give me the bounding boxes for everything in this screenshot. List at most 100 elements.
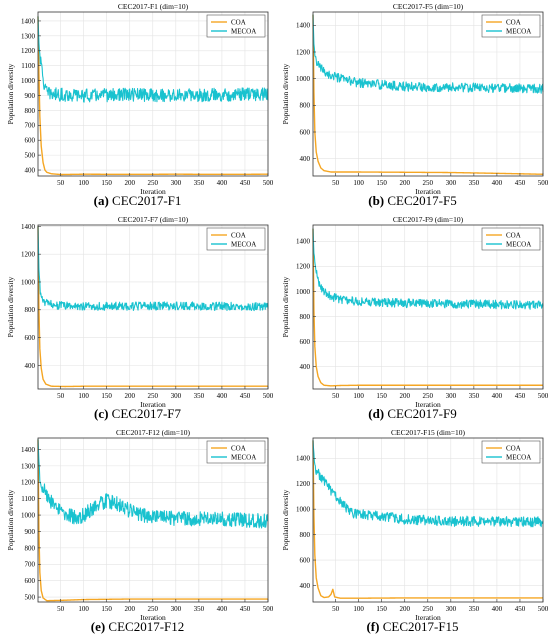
y-tick-label: 800 [25, 306, 36, 314]
y-tick-label: 1400 [21, 223, 36, 231]
y-tick-label: 1000 [296, 75, 311, 83]
series-line-coa [312, 440, 544, 599]
y-tick-label: 1300 [21, 32, 36, 40]
x-axis-label: Iteration [415, 187, 441, 196]
line-chart-f12: 50 100 150 200 250 300 350 400 450 500 500 600 700 80… [6, 428, 274, 622]
x-tick-label: 500 [538, 179, 549, 187]
x-tick-label: 350 [469, 392, 480, 400]
x-tick-label: 500 [263, 605, 274, 613]
x-tick-label: 200 [124, 605, 135, 613]
y-tick-label: 1200 [296, 480, 311, 488]
x-tick-label: 200 [399, 605, 410, 613]
x-tick-label: 100 [353, 392, 364, 400]
x-axis-label: Iteration [415, 613, 441, 622]
y-tick-label: 900 [25, 92, 36, 100]
legend-label-mecoa: MECOA [506, 453, 531, 461]
series-line-coa [312, 228, 544, 387]
series-line-mecoa [312, 14, 544, 94]
y-tick-label: 600 [300, 128, 311, 136]
y-tick-label: 400 [25, 166, 36, 174]
x-tick-label: 500 [263, 179, 274, 187]
y-tick-label: 400 [300, 582, 311, 590]
series-line-mecoa [37, 439, 269, 529]
chart-panel-f12: 50 100 150 200 250 300 350 400 450 500 500 600 700 80… [0, 426, 275, 639]
legend-label-coa: COA [506, 231, 521, 239]
caption-letter: (e) [90, 619, 106, 634]
y-tick-label: 500 [25, 152, 36, 160]
x-tick-label: 300 [171, 179, 182, 187]
x-tick-label: 400 [217, 179, 228, 187]
y-tick-label: 600 [300, 556, 311, 564]
x-tick-label: 50 [57, 605, 65, 613]
chart-panel-f5: 50 100 150 200 250 300 350 400 450 500 400 600 800 10… [275, 0, 550, 213]
legend-label-coa: COA [231, 231, 246, 239]
x-tick-label: 500 [538, 392, 549, 400]
x-tick-label: 500 [263, 392, 274, 400]
caption-letter: (d) [368, 406, 385, 421]
y-tick-label: 800 [300, 313, 311, 321]
caption-text: CEC2017-F9 [387, 406, 457, 421]
chart-title: CEC2017-F12 (dim=10) [116, 428, 191, 437]
legend-label-mecoa: MECOA [231, 453, 256, 461]
y-tick-label: 1400 [21, 446, 36, 454]
legend-label-coa: COA [231, 444, 246, 452]
series-line-mecoa [37, 16, 269, 103]
y-tick-label: 1200 [296, 48, 311, 56]
chart-panel-f15: 50 100 150 200 250 300 350 400 450 500 400 600 800 10… [275, 426, 550, 639]
x-tick-label: 350 [469, 605, 480, 613]
x-axis-label: Iteration [140, 613, 166, 622]
y-tick-label: 1000 [296, 288, 311, 296]
y-axis-label: Population diversity [281, 63, 290, 124]
caption-f12: (e) CEC2017-F12 [0, 619, 275, 635]
x-tick-label: 150 [376, 605, 387, 613]
caption-letter: (b) [368, 193, 385, 208]
legend-label-coa: COA [506, 444, 521, 452]
caption-text: CEC2017-F12 [108, 619, 185, 634]
legend-label-mecoa: MECOA [506, 27, 531, 35]
x-tick-label: 450 [240, 179, 251, 187]
x-tick-label: 350 [194, 605, 205, 613]
x-tick-label: 150 [101, 605, 112, 613]
x-tick-label: 400 [492, 605, 503, 613]
chart-title: CEC2017-F7 (dim=10) [118, 215, 189, 224]
legend-label-mecoa: MECOA [231, 27, 256, 35]
y-tick-label: 400 [25, 362, 36, 370]
x-tick-label: 250 [423, 605, 434, 613]
x-tick-label: 450 [240, 392, 251, 400]
y-tick-label: 1100 [21, 62, 35, 70]
y-tick-label: 1000 [21, 278, 36, 286]
y-tick-label: 700 [25, 561, 36, 569]
x-tick-label: 200 [399, 392, 410, 400]
series-line-mecoa [312, 228, 544, 310]
y-tick-label: 1200 [21, 251, 36, 259]
x-tick-label: 250 [148, 179, 159, 187]
x-tick-label: 100 [353, 179, 364, 187]
x-axis-label: Iteration [415, 400, 441, 409]
y-tick-label: 800 [300, 531, 311, 539]
x-tick-label: 250 [148, 392, 159, 400]
chart-title: CEC2017-F15 (dim=10) [391, 428, 466, 437]
y-tick-label: 1100 [21, 495, 35, 503]
legend-label-coa: COA [231, 18, 246, 26]
y-tick-label: 1200 [296, 263, 311, 271]
y-tick-label: 600 [25, 137, 36, 145]
caption-text: CEC2017-F5 [387, 193, 457, 208]
line-chart-f1: 50 100 150 200 250 300 350 400 450 500 400 500 600 70… [6, 2, 274, 196]
x-tick-label: 100 [353, 605, 364, 613]
x-tick-label: 450 [240, 605, 251, 613]
y-tick-label: 1000 [21, 77, 36, 85]
x-tick-label: 300 [171, 605, 182, 613]
chart-title: CEC2017-F9 (dim=10) [393, 215, 464, 224]
caption-f7: (c) CEC2017-F7 [0, 406, 275, 422]
line-chart-f15: 50 100 150 200 250 300 350 400 450 500 400 600 800 10… [281, 428, 549, 622]
y-tick-label: 1200 [21, 479, 36, 487]
line-chart-f7: 50 100 150 200 250 300 350 400 450 500 400 600 800 10… [6, 215, 274, 409]
y-tick-label: 1200 [21, 47, 36, 55]
x-tick-label: 50 [57, 392, 65, 400]
y-tick-label: 800 [300, 102, 311, 110]
x-tick-label: 50 [332, 392, 340, 400]
